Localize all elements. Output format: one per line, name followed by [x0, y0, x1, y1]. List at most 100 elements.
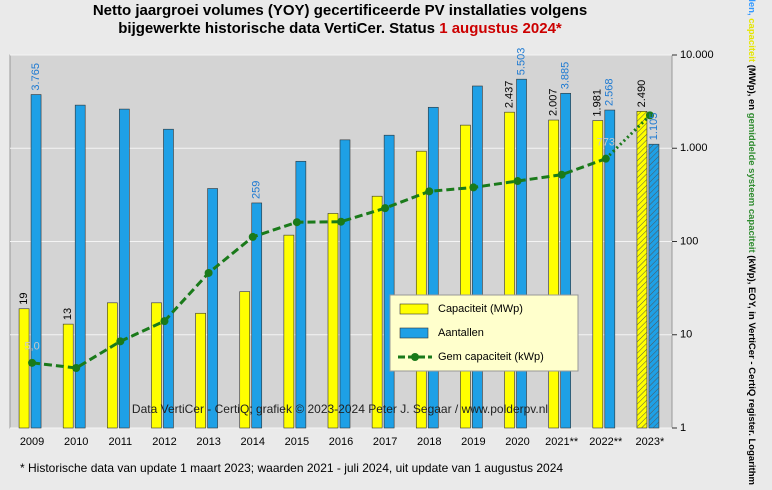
x-tick-label: 2018 [417, 436, 441, 448]
line-point [160, 317, 169, 326]
x-tick-label: 2022** [589, 436, 623, 448]
y-axis-label-part: gemiddelde systeem capaciteit [746, 113, 757, 254]
y-tick-label: 1.000 [680, 142, 708, 154]
line-projection [604, 114, 651, 160]
legend-label: Aantallen [438, 327, 484, 339]
watermark: Data VertiCer - CertiQ; grafiek © 2023-2… [132, 402, 548, 416]
line [31, 157, 607, 370]
bar [107, 302, 118, 429]
bar-hatch [636, 111, 647, 428]
bar [560, 92, 571, 429]
bar [151, 302, 162, 429]
bar [604, 109, 616, 429]
legend-swatch [399, 303, 429, 315]
y-tick-label: 1 [680, 422, 686, 434]
value-label: 5.503 [515, 48, 527, 76]
y-tick-label: 100 [680, 235, 698, 247]
line-point [469, 183, 478, 192]
line-point [337, 217, 345, 226]
line-point [72, 363, 81, 372]
value-label: 2.490 [636, 80, 648, 108]
x-tick-label: 2019 [461, 436, 485, 448]
bar [207, 188, 218, 429]
bar-hatch [648, 144, 659, 428]
value-label: 3.885 [560, 62, 572, 90]
y-tick-label: 10.000 [680, 49, 714, 61]
x-tick-label: 2010 [64, 436, 88, 448]
value-label: 13 [62, 308, 74, 320]
y-axis-label-part: capaciteit [746, 18, 757, 64]
bar [195, 312, 206, 429]
value-label: 3.765 [30, 63, 42, 91]
bar [472, 85, 483, 429]
bar [516, 78, 527, 429]
bar [383, 134, 395, 429]
bar [239, 291, 251, 429]
title-highlight: 1 augustus 2024* [439, 20, 562, 37]
bar [327, 213, 339, 429]
y-tick-label: 10 [680, 329, 692, 341]
x-tick-label: 2015 [285, 436, 309, 448]
line-point [557, 170, 566, 179]
bar [163, 128, 174, 429]
bar [460, 124, 471, 429]
y-axis-label-part: Aantallen, [746, 0, 757, 18]
legend-swatch [399, 327, 429, 339]
y-axis-label-part: (kWp), EOY, in VertiCer - CertiQ registe… [746, 253, 757, 485]
x-tick-label: 2017 [373, 436, 397, 448]
line-point [381, 204, 390, 213]
bar [504, 111, 515, 429]
y-axis-label-part: (MWp), en [746, 65, 757, 113]
x-tick-label: 2023* [636, 436, 665, 448]
bar [295, 160, 307, 429]
line-point [292, 218, 301, 227]
value-label: 19 [18, 293, 30, 305]
legend-swatch-point [411, 353, 419, 361]
x-tick-label: 2012 [152, 436, 176, 448]
bar [592, 120, 604, 429]
line-point [645, 111, 654, 120]
footnote: * Historische data van update 1 maart 20… [20, 461, 563, 475]
y-axis-label: Aantallen, capaciteit (MWp), en gemiddel… [746, 0, 757, 485]
bar [339, 139, 351, 429]
bar [62, 323, 74, 429]
bar [251, 202, 263, 429]
bar [427, 106, 439, 429]
x-tick-label: 2013 [196, 436, 220, 448]
title: Netto jaargroei volumes (YOY) gecertific… [93, 2, 587, 37]
value-label: 2.568 [604, 79, 616, 107]
bar [283, 234, 295, 429]
value-label: 2.437 [503, 81, 515, 109]
bar [74, 104, 86, 429]
value-label: 2.007 [548, 89, 560, 117]
line-point [601, 154, 610, 163]
line-point [28, 358, 37, 367]
bar [119, 108, 130, 429]
bar [415, 150, 427, 429]
bar [30, 94, 42, 429]
legend-label: Gem capaciteit (kWp) [438, 351, 544, 363]
x-tick-label: 2020 [505, 436, 529, 448]
x-tick-label: 2016 [329, 436, 353, 448]
value-label: 5,0 [24, 341, 39, 353]
bar [548, 119, 559, 429]
x-tick-label: 2014 [240, 436, 264, 448]
value-label: 259 [251, 181, 263, 199]
value-label: 1.981 [592, 89, 604, 117]
line-point [425, 187, 434, 196]
title-text: bijgewerkte historische data VertiCer. S… [118, 20, 439, 37]
title-line: bijgewerkte historische data VertiCer. S… [118, 20, 562, 37]
title-line: Netto jaargroei volumes (YOY) gecertific… [93, 2, 587, 19]
x-tick-label: 2011 [109, 436, 133, 448]
line-point [204, 268, 213, 277]
value-label: 1.105 [648, 113, 660, 141]
line-point [248, 232, 257, 241]
bar [18, 308, 30, 429]
title-text: Netto jaargroei volumes (YOY) gecertific… [93, 2, 587, 19]
x-tick-label: 2021** [545, 436, 579, 448]
line-point [513, 177, 522, 186]
value-label: 773 [597, 137, 615, 149]
x-tick-label: 2009 [20, 436, 44, 448]
